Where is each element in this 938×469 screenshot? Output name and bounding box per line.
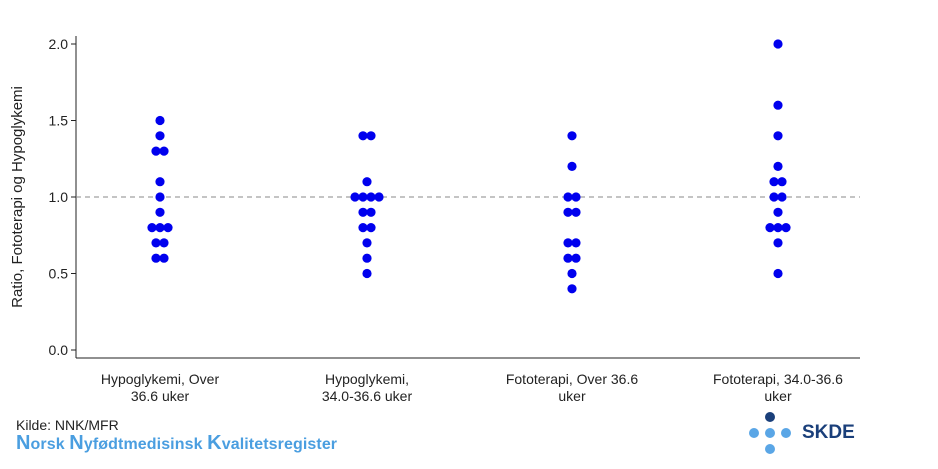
data-point xyxy=(163,223,173,233)
data-point xyxy=(563,253,573,263)
data-point xyxy=(567,268,577,279)
data-point xyxy=(571,238,581,248)
data-points xyxy=(147,39,791,294)
data-point xyxy=(773,131,783,141)
data-point xyxy=(362,253,372,263)
data-point xyxy=(366,192,376,202)
data-point xyxy=(571,253,581,263)
data-point xyxy=(151,253,161,263)
y-tick-label: 2.0 xyxy=(49,36,69,52)
data-point xyxy=(358,223,368,233)
data-point xyxy=(362,268,372,279)
data-point xyxy=(781,223,791,233)
registry-name: Norsk Nyfødtmedisinsk Kvalitetsregister xyxy=(16,432,337,455)
data-point xyxy=(155,131,165,141)
data-point xyxy=(765,223,775,233)
x-category-label: Fototerapi, Over 36.6 xyxy=(506,371,639,387)
x-category-label: Fototerapi, 34.0-36.6 xyxy=(713,371,843,387)
data-point xyxy=(151,146,161,156)
data-point xyxy=(773,268,783,279)
skde-logo-icon xyxy=(749,412,791,454)
data-point xyxy=(563,207,573,217)
data-point xyxy=(151,238,161,248)
data-point xyxy=(567,161,577,171)
data-point xyxy=(571,192,581,202)
y-tick-label: 1.0 xyxy=(49,189,69,205)
x-category-label: uker xyxy=(764,388,792,404)
logo-dot xyxy=(765,444,775,454)
data-point xyxy=(366,223,376,233)
x-category-label: uker xyxy=(558,388,586,404)
registry-name-part: N xyxy=(16,432,31,454)
y-tick-label: 1.5 xyxy=(49,113,69,129)
y-tick-label: 0.0 xyxy=(49,342,69,358)
data-point xyxy=(769,192,779,202)
registry-name-part: yfødtmedisinsk xyxy=(83,436,208,453)
registry-name-part: orsk xyxy=(30,436,70,453)
data-point xyxy=(358,192,368,202)
data-point xyxy=(773,238,783,248)
data-point xyxy=(362,177,372,187)
data-point xyxy=(366,131,376,141)
data-point xyxy=(155,207,165,217)
registry-name-part: N xyxy=(69,432,84,454)
data-point xyxy=(358,131,368,141)
data-point xyxy=(155,115,165,126)
x-category-label: Hypoglykemi, Over xyxy=(101,371,220,387)
logo-dot xyxy=(781,428,791,438)
data-point xyxy=(362,238,372,248)
data-point xyxy=(571,207,581,217)
data-point xyxy=(777,177,787,187)
logo-dot xyxy=(765,412,775,422)
data-point xyxy=(567,131,577,141)
data-point xyxy=(777,192,787,202)
logo-dot xyxy=(749,428,759,438)
data-point xyxy=(147,223,157,233)
x-category-label: Hypoglykemi, xyxy=(325,371,409,387)
x-category-label: 36.6 uker xyxy=(131,388,190,404)
skde-logo-text: SKDE xyxy=(802,422,855,443)
data-point xyxy=(773,39,783,49)
data-point xyxy=(159,238,169,248)
data-point xyxy=(155,223,165,233)
data-point xyxy=(155,177,165,187)
data-point xyxy=(366,207,376,217)
data-point xyxy=(769,177,779,187)
data-point xyxy=(773,223,783,233)
data-point xyxy=(159,146,169,156)
data-point xyxy=(563,238,573,248)
x-category-label: 34.0-36.6 uker xyxy=(322,388,413,404)
source-note: Kilde: NNK/MFR xyxy=(16,417,119,433)
data-point xyxy=(155,192,165,202)
data-point xyxy=(374,192,384,202)
logo-dot xyxy=(765,428,775,438)
data-point xyxy=(563,192,573,202)
data-point xyxy=(159,253,169,263)
axes: 0.0 0.5 1.0 1.5 2.0 xyxy=(49,36,860,359)
registry-name-part: K xyxy=(207,432,222,454)
data-point xyxy=(773,207,783,217)
data-point xyxy=(773,100,783,110)
data-point xyxy=(358,207,368,217)
data-point xyxy=(350,192,360,202)
y-axis-label: Ratio, Fototerapi og Hypoglykemi xyxy=(9,86,26,308)
y-tick-label: 0.5 xyxy=(49,266,69,282)
registry-name-part: valitetsregister xyxy=(221,436,338,453)
data-point xyxy=(773,161,783,171)
data-point xyxy=(567,284,577,294)
